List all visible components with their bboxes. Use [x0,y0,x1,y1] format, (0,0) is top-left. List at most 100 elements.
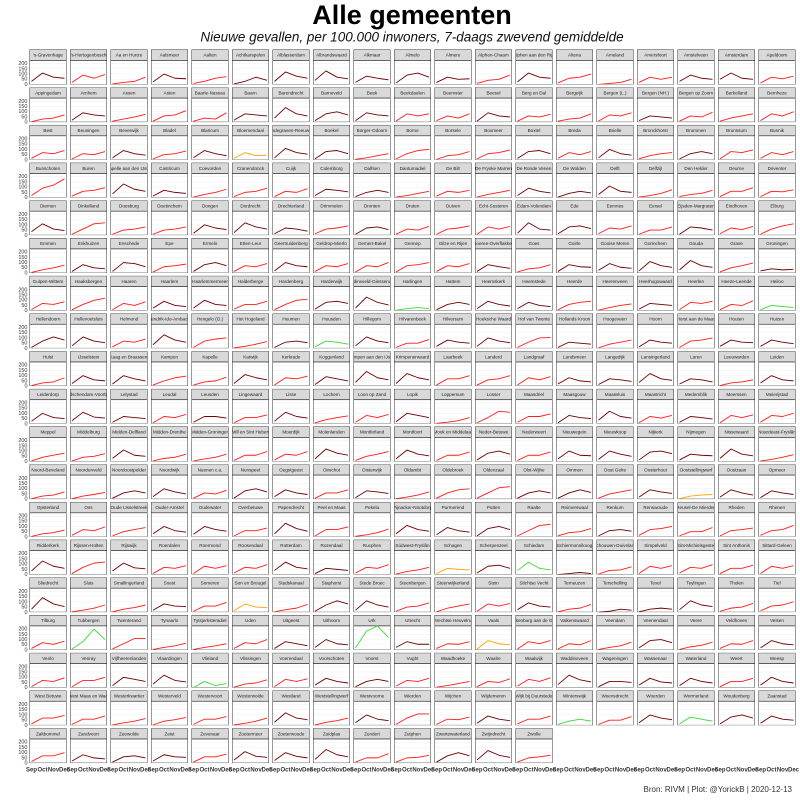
panel-title: De Bilt [446,166,460,171]
plot-area [556,97,593,123]
panel: Midden-Groningen [191,426,229,462]
panel-title: Lochem [323,392,340,397]
panel: Epe [151,238,188,273]
panel-title: Son en Breugel [235,581,267,586]
plot-area [70,550,107,575]
panel: Nissewaard [718,426,755,462]
panel: Beek [353,87,391,123]
data-line [152,73,187,83]
panel-title: Geertruidenberg [274,241,308,246]
panel-title: Hardinxveld-Giessendam [346,279,398,284]
data-line [314,70,349,81]
panel: Alphen aan den Rijn [515,49,553,85]
y-tick-label: 0 [24,459,27,465]
data-line [233,751,268,761]
y-tick-label: 100 [18,260,27,266]
panel: Haarlem [151,275,188,311]
panel-title: Delfzijl [649,166,663,171]
panel-title: Zwolle [527,731,541,736]
panel-title: Winterswijk [563,694,587,699]
panel-title: Doetinchem [157,204,182,209]
panel-title: Amstelveen [684,53,708,58]
plot-area [353,588,391,613]
panel-title: Leiden [770,354,784,359]
panel-title: Gulpen-Wittem [33,279,64,284]
x-tick-label: Sep [350,768,361,774]
plot-area [556,588,593,613]
data-line [274,71,308,82]
plot-area [434,550,472,575]
plot-area [151,286,188,311]
plot-area [637,135,674,160]
panel: Borger-Odoorn [353,124,391,160]
data-line [152,565,187,574]
panel: Molenlanden [313,426,350,462]
panel: Uitgeest [272,615,310,650]
data-line [152,189,187,197]
plot-area [151,324,188,349]
data-line [274,752,308,761]
panel: Kaag en Braassem [109,351,148,387]
panel-title: Veere [690,618,702,623]
y-tick-label: 200 [18,702,27,708]
panel: Meierijstad [758,388,796,424]
y-tick-label: 0 [24,610,27,616]
plot-area [272,474,310,500]
panel-title: Bloemendaal [237,128,264,133]
panel-title: Almelo [405,53,419,58]
data-line [355,189,389,197]
panel-title: Vaals [488,618,500,623]
plot-area [394,701,431,726]
panel: Mill en Sint Hubert [232,426,269,462]
panel: Bronckhorst [637,124,674,160]
panel-title: Zwartewaterland [436,731,470,736]
data-line [517,72,551,83]
panel: Waalre [475,652,512,688]
panel-title: Zeist [165,731,176,736]
data-line [314,263,349,272]
panel-title: Venray [81,656,96,661]
panel-title: Rheden [728,505,745,510]
plot-area [475,399,512,424]
panel: Stadskanaal [272,577,310,613]
x-tick-label: Sep [309,768,320,774]
data-line [233,152,268,159]
data-line [233,639,268,649]
data-line [112,527,146,537]
plot-area [272,399,310,424]
data-line [557,674,592,685]
plot-area [394,663,431,688]
plot-area [191,625,229,650]
panel-title: Kaag en Braassem [109,354,148,359]
panel: Haaksbergen [70,275,107,311]
panel: Ameland [596,49,634,85]
y-tick-label: 50 [21,755,27,761]
data-line [517,561,551,571]
panel-title: Borsele [445,128,461,133]
panel-title: Haarlem [161,279,179,284]
plot-area [556,663,593,688]
panel-title: Sint-Michielsgestel [677,543,715,548]
data-line [274,678,308,688]
panel: Aalten [191,49,229,85]
data-line [719,379,754,387]
plot-area [515,173,553,198]
plot-area [434,512,472,537]
data-line [274,262,308,272]
panel: Het Hogeland [232,313,269,349]
data-line [274,298,308,311]
plot-area [515,97,553,123]
plot-area [434,211,472,236]
x-tick-label: Dec [423,768,435,774]
panel-title: Eemnes [607,204,625,209]
plot-area [272,588,310,613]
data-line [638,152,673,160]
x-tick-label: Dec [707,768,719,774]
data-line [233,113,268,121]
panel: Papendrecht [272,501,310,537]
panel: Twenterand [110,615,148,650]
panel-title: Beekdaelen [400,90,425,95]
panel: Buren [70,162,107,198]
panel: Alkmaar [353,49,391,85]
data-line [638,526,673,536]
